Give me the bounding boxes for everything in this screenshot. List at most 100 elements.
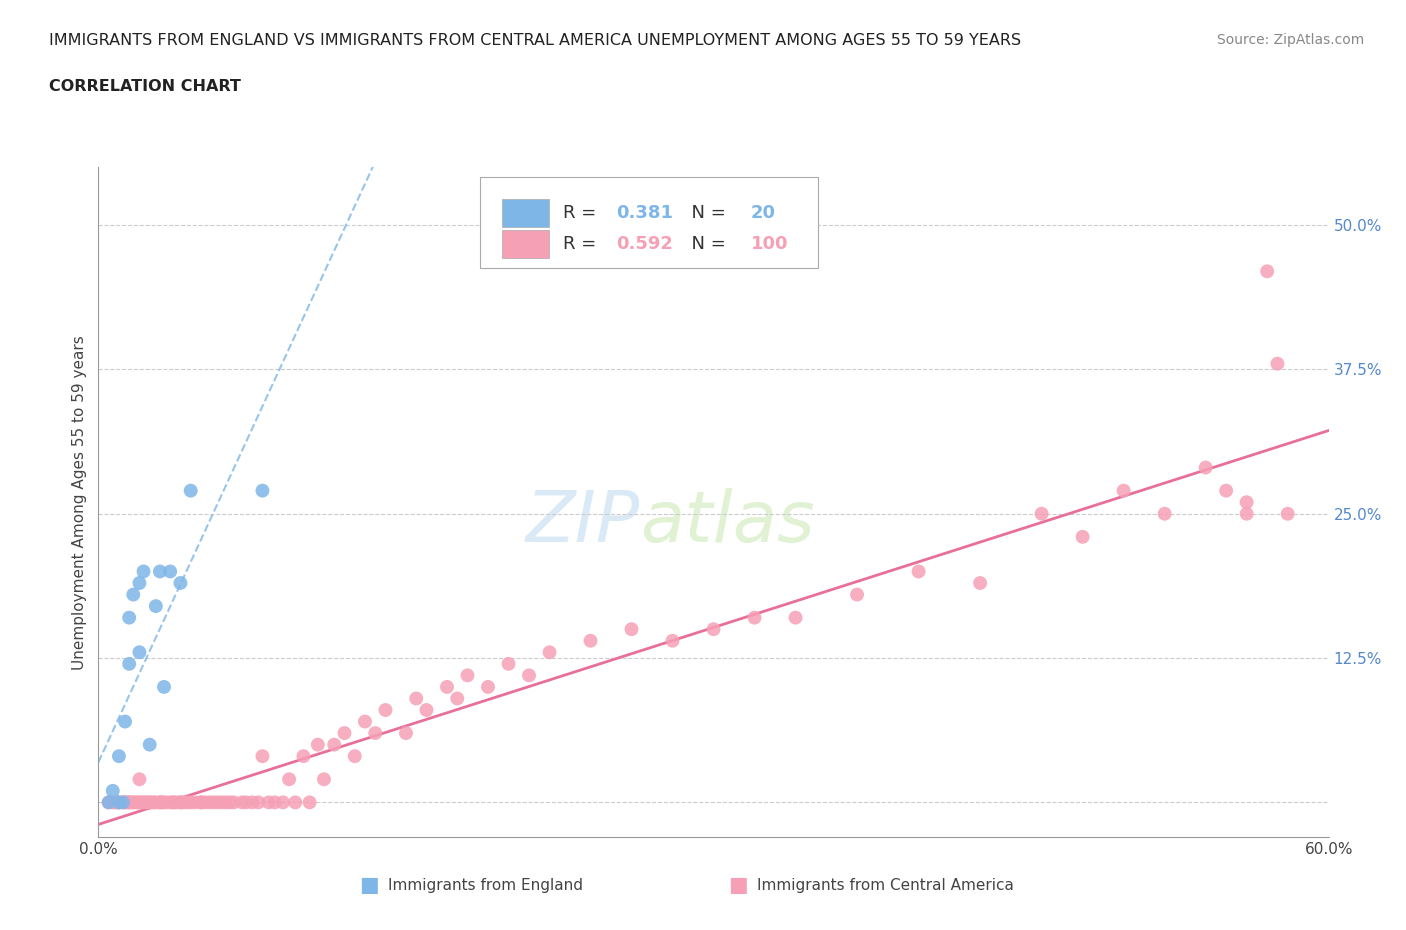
Point	[101, 795, 124, 810]
Text: Source: ZipAtlas.com: Source: ZipAtlas.com	[1216, 33, 1364, 46]
Point	[744, 610, 766, 625]
Point	[271, 795, 294, 810]
Text: 0.381: 0.381	[616, 204, 673, 221]
Point	[202, 795, 225, 810]
Text: 0.592: 0.592	[616, 234, 673, 253]
Y-axis label: Unemployment Among Ages 55 to 59 years: Unemployment Among Ages 55 to 59 years	[72, 335, 87, 670]
Point	[127, 795, 149, 810]
Point	[138, 737, 160, 752]
Point	[112, 795, 135, 810]
Point	[235, 795, 257, 810]
Point	[141, 795, 163, 810]
FancyBboxPatch shape	[502, 198, 548, 227]
Point	[108, 795, 131, 810]
Point	[190, 795, 212, 810]
Point	[122, 587, 145, 602]
Point	[128, 795, 150, 810]
Point	[118, 657, 141, 671]
Point	[538, 644, 561, 659]
Point	[1071, 529, 1094, 544]
Point	[252, 749, 274, 764]
Point	[105, 795, 128, 810]
Point	[194, 795, 217, 810]
Point	[1031, 506, 1053, 521]
Point	[343, 749, 366, 764]
Point	[333, 725, 356, 740]
Point	[114, 714, 136, 729]
Point	[169, 795, 191, 810]
Point	[118, 795, 141, 810]
Point	[1256, 264, 1278, 279]
Point	[207, 795, 229, 810]
Text: Immigrants from Central America: Immigrants from Central America	[756, 878, 1014, 893]
Point	[374, 702, 396, 717]
Point	[190, 795, 212, 810]
Point	[231, 795, 253, 810]
Text: N =: N =	[681, 204, 733, 221]
Point	[1267, 356, 1289, 371]
Point	[145, 795, 167, 810]
Point	[128, 772, 150, 787]
Point	[180, 795, 202, 810]
Text: R =: R =	[564, 204, 602, 221]
Point	[176, 795, 198, 810]
Point	[415, 702, 437, 717]
Point	[108, 749, 131, 764]
Point	[112, 795, 135, 810]
Point	[846, 587, 869, 602]
Point	[135, 795, 157, 810]
Text: IMMIGRANTS FROM ENGLAND VS IMMIGRANTS FROM CENTRAL AMERICA UNEMPLOYMENT AMONG AG: IMMIGRANTS FROM ENGLAND VS IMMIGRANTS FR…	[49, 33, 1021, 47]
Point	[149, 564, 172, 578]
Point	[312, 772, 335, 787]
Point	[163, 795, 186, 810]
Point	[969, 576, 991, 591]
Point	[136, 795, 159, 810]
Point	[247, 795, 270, 810]
Point	[118, 610, 141, 625]
Point	[128, 576, 150, 591]
Point	[307, 737, 329, 752]
Point	[284, 795, 307, 810]
Point	[118, 795, 141, 810]
Point	[257, 795, 280, 810]
Point	[108, 795, 131, 810]
Point	[1195, 460, 1218, 475]
Point	[1112, 484, 1135, 498]
Point	[101, 783, 124, 798]
Point	[703, 622, 725, 637]
Text: 20: 20	[751, 204, 776, 221]
Point	[436, 680, 458, 695]
Point	[298, 795, 321, 810]
Point	[115, 795, 138, 810]
Point	[122, 795, 145, 810]
Point	[395, 725, 418, 740]
Point	[278, 772, 301, 787]
Text: ZIP: ZIP	[526, 488, 640, 557]
Point	[323, 737, 346, 752]
Point	[364, 725, 387, 740]
Text: R =: R =	[564, 234, 602, 253]
Point	[180, 484, 202, 498]
Point	[165, 795, 187, 810]
Point	[153, 795, 176, 810]
Point	[97, 795, 120, 810]
Point	[159, 564, 181, 578]
Text: 100: 100	[751, 234, 787, 253]
Point	[446, 691, 468, 706]
Point	[1236, 506, 1258, 521]
Point	[153, 680, 176, 695]
Point	[114, 795, 136, 810]
Point	[132, 795, 155, 810]
Point	[120, 795, 142, 810]
Point	[457, 668, 479, 683]
Point	[1236, 495, 1258, 510]
Text: N =: N =	[681, 234, 733, 253]
Text: ■: ■	[728, 875, 748, 896]
Point	[169, 576, 191, 591]
Point	[131, 795, 153, 810]
Point	[620, 622, 643, 637]
Point	[142, 795, 165, 810]
Point	[104, 795, 127, 810]
FancyBboxPatch shape	[502, 230, 548, 258]
Point	[214, 795, 236, 810]
